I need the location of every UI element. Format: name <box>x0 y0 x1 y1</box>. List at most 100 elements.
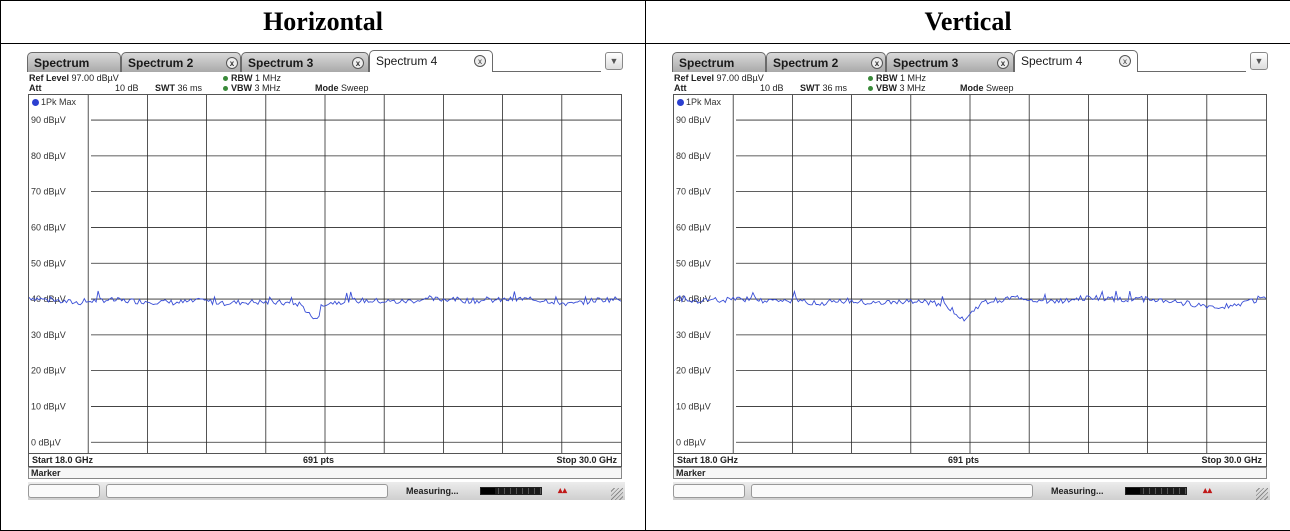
rbw-value: 1 MHz <box>900 73 927 83</box>
tab-label: Spectrum 3 <box>893 56 959 70</box>
tab-spectrum-2[interactable]: Spectrum 2 x <box>766 52 886 72</box>
progress-bar <box>480 487 542 495</box>
y-tick-label: 90 dBµV <box>31 115 66 125</box>
rbw-coupled-icon <box>868 76 873 82</box>
y-tick-label: 10 dBµV <box>31 401 66 411</box>
y-tick-label: 60 dBµV <box>676 222 711 232</box>
y-tick-label: 0 dBµV <box>31 437 61 447</box>
vbw-value: 3 MHz <box>899 83 926 93</box>
close-icon[interactable]: x <box>352 57 364 69</box>
frequency-axis-footer: Start 18.0 GHz 691 pts Stop 30.0 GHz <box>673 454 1267 467</box>
measuring-status: Measuring... <box>406 486 459 496</box>
close-icon[interactable]: x <box>1119 55 1131 67</box>
trace-1pk-max <box>674 289 1266 322</box>
tab-bar: Spectrum Spectrum 2 x Spectrum 3 x Spectru… <box>25 50 625 72</box>
mode-label: Mode <box>960 83 984 93</box>
trace-1pk-max <box>29 290 621 320</box>
rbw-coupled-icon <box>223 76 228 82</box>
y-tick-label: 50 dBµV <box>31 258 66 268</box>
header-vertical: Vertical <box>645 0 1290 44</box>
spectrum-chart: 90 dBµV 80 dBµV 70 dBµV 60 dBµV 50 dBµV 40 dB… <box>29 95 621 453</box>
ref-level-label: Ref Level <box>674 73 715 83</box>
spectrum-plot[interactable]: 90 dBµV 80 dBµV 70 dBµV 60 dBµV 50 dBµV 40 dB… <box>673 94 1267 454</box>
rbw-value: 1 MHz <box>255 73 282 83</box>
resize-grip-icon[interactable] <box>1256 488 1268 500</box>
y-tick-label: 60 dBµV <box>31 222 66 232</box>
tab-label: Spectrum 4 <box>376 54 438 68</box>
y-tick-label: 30 dBµV <box>676 330 711 340</box>
close-icon[interactable]: x <box>226 57 238 69</box>
tab-spectrum[interactable]: Spectrum <box>672 52 766 72</box>
stop-frequency: Stop 30.0 GHz <box>556 455 617 465</box>
spectrum-plot[interactable]: 90 dBµV 80 dBµV 70 dBµV 60 dBµV 50 dBµV 40 dB… <box>28 94 622 454</box>
rbw-label: RBW <box>231 73 253 83</box>
tab-label: Spectrum <box>679 56 735 70</box>
sweep-points: 691 pts <box>948 455 980 465</box>
progress-bar <box>1125 487 1187 495</box>
tab-spectrum-2[interactable]: Spectrum 2 x <box>121 52 241 72</box>
tab-label: Spectrum 2 <box>128 56 194 70</box>
trace-label: 1Pk Max <box>32 97 76 107</box>
marker-table[interactable]: Marker <box>28 467 622 479</box>
vbw-label: VBW <box>231 83 252 93</box>
tab-spectrum-3[interactable]: Spectrum 3 x <box>241 52 369 72</box>
y-tick-label: 70 dBµV <box>31 187 66 197</box>
menu-dropdown-icon[interactable]: ▼ <box>605 52 623 70</box>
analyzer-panel-vertical: Spectrum Spectrum 2 x Spectrum 3 x Spectru… <box>646 44 1290 530</box>
status-bar: Measuring... ▴▴ <box>673 482 1270 500</box>
start-frequency: Start 18.0 GHz <box>32 455 94 465</box>
marker-table[interactable]: Marker <box>673 467 1267 479</box>
vbw-coupled-icon <box>868 86 873 92</box>
vbw-coupled-icon <box>223 86 228 92</box>
settings-readout: Ref Level 97.00 dBµV Att 10 dB SWT 36 ms… <box>25 73 625 95</box>
ref-level-label: Ref Level <box>29 73 70 83</box>
att-value: 10 dB <box>760 83 784 93</box>
mode-value: Sweep <box>341 83 369 93</box>
trace-indicator-icon <box>32 99 39 107</box>
y-tick-label: 80 dBµV <box>31 151 66 161</box>
frequency-axis-footer: Start 18.0 GHz 691 pts Stop 30.0 GHz <box>28 454 622 467</box>
tab-label: Spectrum <box>34 56 90 70</box>
att-value: 10 dB <box>115 83 139 93</box>
mode-value: Sweep <box>986 83 1014 93</box>
y-tick-label: 10 dBµV <box>676 401 711 411</box>
stop-frequency: Stop 30.0 GHz <box>1201 455 1262 465</box>
mode-label: Mode <box>315 83 339 93</box>
message-field <box>751 484 1033 498</box>
y-tick-label: 50 dBµV <box>676 258 711 268</box>
vbw-value: 3 MHz <box>254 83 281 93</box>
tab-spectrum-4[interactable]: Spectrum 4 x <box>369 50 493 72</box>
menu-dropdown-icon[interactable]: ▼ <box>1250 52 1268 70</box>
start-frequency: Start 18.0 GHz <box>677 455 739 465</box>
close-icon[interactable]: x <box>997 57 1009 69</box>
y-tick-label: 40 dBµV <box>31 294 66 304</box>
vbw-label: VBW <box>876 83 897 93</box>
swt-label: SWT <box>155 83 175 93</box>
tab-label: Spectrum 2 <box>773 56 839 70</box>
message-field <box>106 484 388 498</box>
y-tick-label: 70 dBµV <box>676 187 711 197</box>
att-label: Att <box>674 83 687 93</box>
analyzer-screen: Spectrum Spectrum 2 x Spectrum 3 x Spectru… <box>25 50 625 500</box>
ref-level-value: 97.00 dBµV <box>71 73 119 83</box>
header-horizontal: Horizontal <box>0 0 646 44</box>
trace-indicator-icon <box>677 99 684 107</box>
swt-label: SWT <box>800 83 820 93</box>
tab-spectrum-4[interactable]: Spectrum 4 x <box>1014 50 1138 72</box>
settings-readout: Ref Level 97.00 dBµV Att 10 dB SWT 36 ms… <box>670 73 1270 95</box>
rbw-label: RBW <box>876 73 898 83</box>
tab-spectrum[interactable]: Spectrum <box>27 52 121 72</box>
close-icon[interactable]: x <box>871 57 883 69</box>
spectrum-chart: 90 dBµV 80 dBµV 70 dBµV 60 dBµV 50 dBµV 40 dB… <box>674 95 1266 453</box>
y-tick-label: 20 dBµV <box>676 366 711 376</box>
tab-label: Spectrum 4 <box>1021 54 1083 68</box>
measuring-status: Measuring... <box>1051 486 1104 496</box>
y-tick-label: 20 dBµV <box>31 366 66 376</box>
sweep-points: 691 pts <box>303 455 335 465</box>
resize-grip-icon[interactable] <box>611 488 623 500</box>
close-icon[interactable]: x <box>474 55 486 67</box>
tab-bar: Spectrum Spectrum 2 x Spectrum 3 x Spectru… <box>670 50 1270 72</box>
tab-spectrum-3[interactable]: Spectrum 3 x <box>886 52 1014 72</box>
tab-label: Spectrum 3 <box>248 56 314 70</box>
status-field <box>673 484 745 498</box>
